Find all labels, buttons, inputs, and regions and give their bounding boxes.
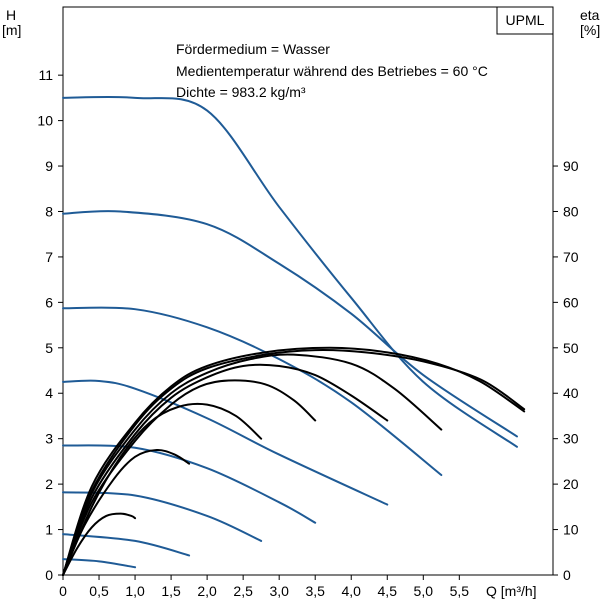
- y-right-tick-label: 10: [563, 522, 579, 538]
- y-left-unit: [m]: [2, 22, 21, 38]
- x-tick-label: 0: [59, 583, 67, 599]
- y-left-label: H: [6, 7, 16, 23]
- y-right-tick-label: 70: [563, 249, 579, 265]
- efficiency-curve-6: [62, 402, 263, 576]
- y-right-unit: [%]: [580, 22, 600, 38]
- x-axis-unit: Q [m³/h]: [486, 583, 537, 599]
- x-tick-label: 2,0: [197, 583, 217, 599]
- x-tick-label: 5,0: [414, 583, 434, 599]
- x-tick-label: 5,5: [450, 583, 470, 599]
- head-curve-8: [62, 558, 137, 569]
- head-curve-5: [62, 444, 317, 524]
- y-right-tick-label: 30: [563, 431, 579, 447]
- y-right-tick-label: 0: [563, 567, 571, 583]
- annotation-density: Dichte = 983.2 kg/m³: [176, 84, 306, 100]
- model-badge-box: [496, 6, 554, 35]
- y-left-tick-label: 7: [45, 249, 53, 265]
- plot-frame: [62, 6, 554, 576]
- y-left-tick-label: 3: [45, 431, 53, 447]
- efficiency-curve-2: [62, 348, 526, 576]
- y-left-tick-label: 0: [45, 567, 53, 583]
- x-tick-label: 3,0: [269, 583, 289, 599]
- x-tick-label: 4,5: [378, 583, 398, 599]
- y-right-tick-label: 80: [563, 203, 579, 219]
- efficiency-curve-3: [62, 353, 443, 576]
- ticks-layer: 0 1 2 3 4 5 6 7 8 9 10 11 0 10 20 30 40 50 60 70 80 90 0 0,5 1,0…: [37, 67, 578, 599]
- y-left-tick-label: 10: [37, 113, 53, 129]
- efficiency-curve-8: [62, 512, 137, 576]
- head-curves: [62, 95, 518, 569]
- y-right-tick-label: 60: [563, 294, 579, 310]
- y-left-tick-label: 2: [45, 476, 53, 492]
- model-badge: UPML: [506, 12, 545, 28]
- x-tick-label: 1,5: [161, 583, 181, 599]
- y-right-label: eta: [580, 7, 600, 23]
- head-curve-4: [62, 379, 389, 506]
- head-curve-3: [62, 306, 443, 477]
- x-tick-label: 0,5: [89, 583, 109, 599]
- head-curve-2: [62, 210, 518, 438]
- y-right-tick-label: 90: [563, 158, 579, 174]
- x-tick-label: 3,5: [305, 583, 325, 599]
- y-left-tick-label: 9: [45, 158, 53, 174]
- efficiency-curve-4: [62, 363, 389, 576]
- x-tick-label: 2,5: [233, 583, 253, 599]
- y-right-tick-label: 40: [563, 385, 579, 401]
- y-right-tick-label: 20: [563, 476, 579, 492]
- y-left-tick-label: 8: [45, 203, 53, 219]
- head-curve-7: [62, 533, 191, 557]
- y-left-tick-label: 1: [45, 522, 53, 538]
- y-left-tick-label: 6: [45, 294, 53, 310]
- y-right-tick-label: 50: [563, 340, 579, 356]
- annotation-temperature: Medientemperatur während des Betriebes =…: [176, 63, 488, 79]
- annotation-medium: Fördermedium = Wasser: [176, 41, 330, 57]
- x-tick-label: 4,0: [342, 583, 362, 599]
- efficiency-curves: [62, 346, 526, 576]
- efficiency-curve-7: [62, 449, 191, 576]
- y-left-tick-label: 4: [45, 385, 53, 401]
- efficiency-curve-5: [62, 379, 317, 576]
- x-tick-label: 1,0: [125, 583, 145, 599]
- y-left-tick-label: 11: [38, 67, 53, 83]
- y-left-tick-label: 5: [45, 340, 53, 356]
- head-curve-1: [62, 95, 518, 448]
